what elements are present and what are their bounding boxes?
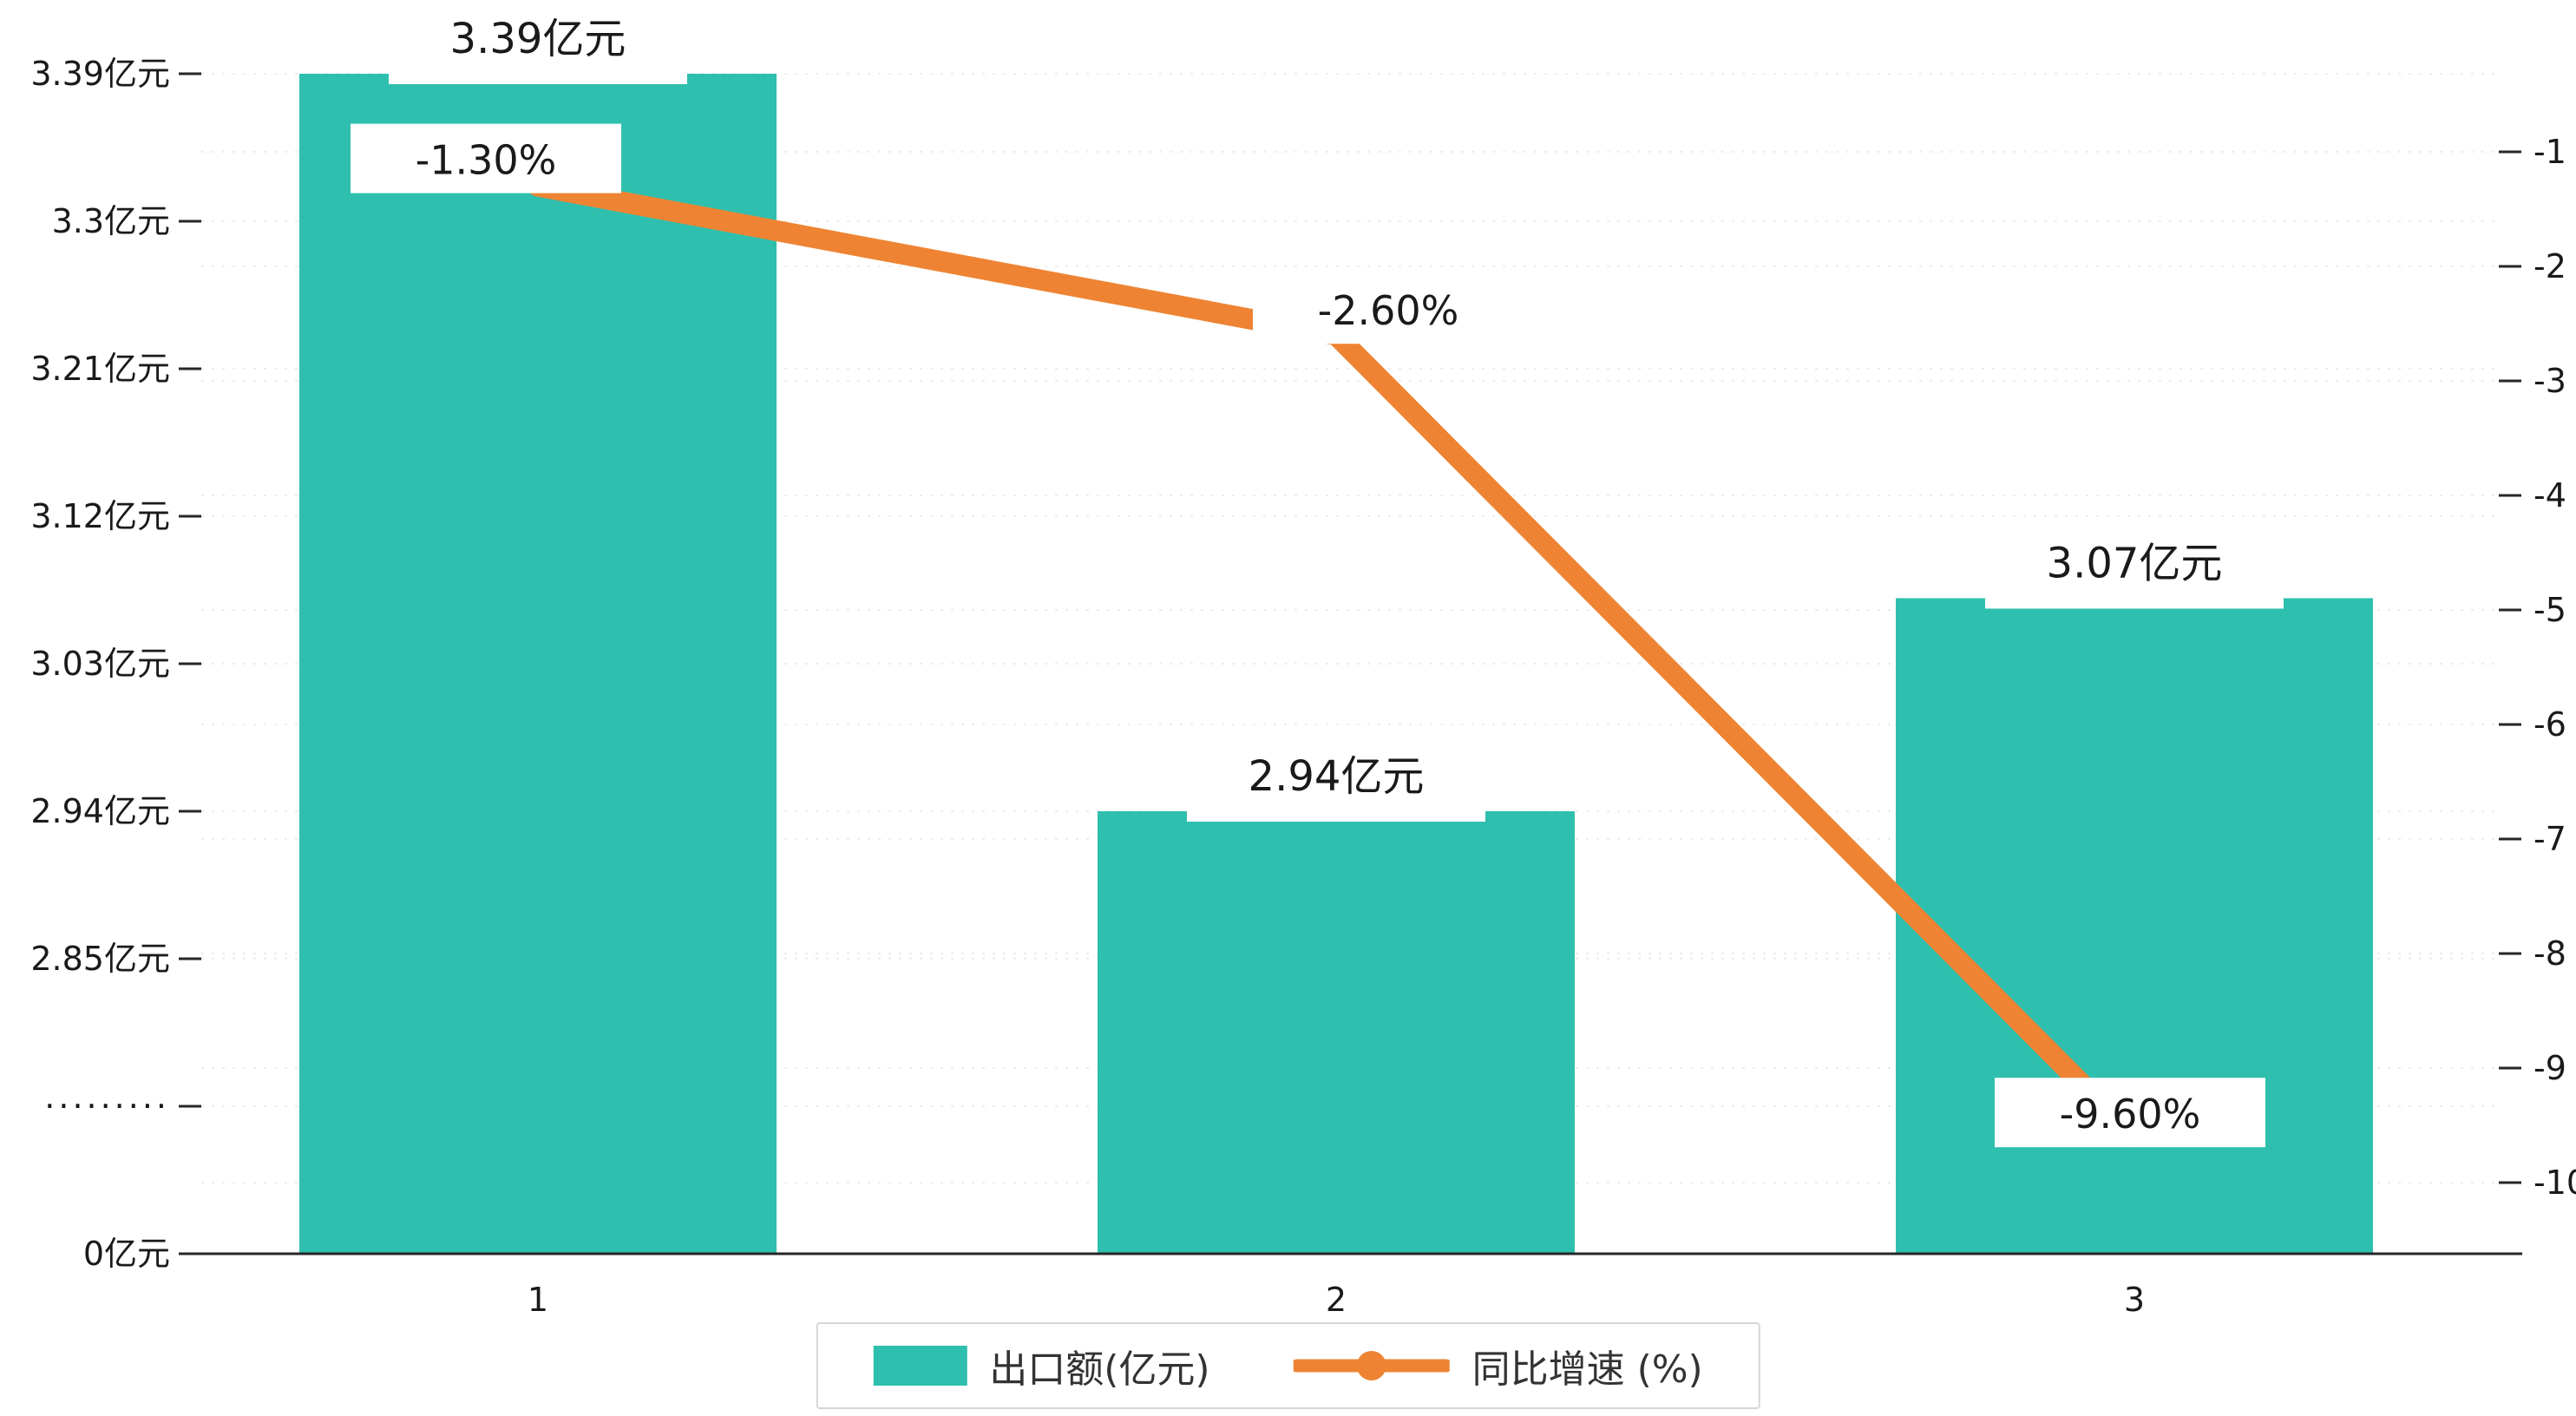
- right-axis-label: -1: [2533, 133, 2566, 171]
- left-axis-label: 3.03亿元: [30, 645, 170, 683]
- x-axis-label: 3: [2124, 1281, 2145, 1319]
- line-label-bg: [1253, 274, 1524, 344]
- right-axis-label: -10: [2533, 1164, 2576, 1202]
- line-series-swatch: [1293, 1351, 1450, 1380]
- left-axis-label: 3.39亿元: [30, 55, 170, 93]
- line-value-label: -9.60%: [2060, 1091, 2201, 1137]
- x-axis-label: 2: [1326, 1281, 1347, 1319]
- bar-series-swatch: [873, 1346, 967, 1386]
- left-axis-label: 3.12亿元: [30, 497, 170, 535]
- right-axis-label: -6: [2533, 705, 2566, 744]
- left-axis-label: 2.94亿元: [30, 792, 170, 830]
- bar-value-label: 3.39亿元: [450, 15, 626, 63]
- left-axis-label: 0亿元: [83, 1235, 170, 1273]
- left-axis-label: ·········: [44, 1087, 170, 1125]
- right-axis-label: -4: [2533, 476, 2566, 515]
- line-value-label: -1.30%: [416, 137, 557, 184]
- x-axis-label: 1: [528, 1281, 548, 1319]
- bar-3[interactable]: [1896, 598, 2373, 1254]
- right-axis-label: -9: [2533, 1049, 2566, 1087]
- line-label-bg: [1995, 1078, 2265, 1148]
- legend: 出口额(亿元) 同比增速 (%): [816, 1322, 1760, 1409]
- legend-label-growth: 同比增速 (%): [1472, 1347, 1703, 1392]
- left-axis-label: 3.3亿元: [52, 202, 170, 240]
- legend-label-export: 出口额(亿元): [989, 1347, 1210, 1392]
- right-axis-label: -5: [2533, 591, 2566, 629]
- bar-label-bg: [1187, 737, 1485, 822]
- legend-item-export[interactable]: 出口额(亿元): [873, 1338, 1210, 1393]
- bar-1[interactable]: [299, 74, 777, 1254]
- legend-item-growth[interactable]: 同比增速 (%): [1293, 1338, 1703, 1393]
- line-value-label: -2.60%: [1318, 287, 1459, 334]
- left-axis-label: 3.21亿元: [30, 350, 170, 388]
- left-axis-label: 2.85亿元: [30, 940, 170, 978]
- bar-value-label: 3.07亿元: [2047, 539, 2223, 587]
- bar-label-bg: [1985, 523, 2284, 609]
- right-axis-label: -3: [2533, 362, 2566, 400]
- right-axis-label: -2: [2533, 247, 2566, 285]
- right-axis-label: -7: [2533, 820, 2566, 858]
- right-axis-label: -8: [2533, 934, 2566, 973]
- bar-value-label: 2.94亿元: [1249, 752, 1425, 801]
- bar-label-bg: [389, 0, 687, 84]
- bar-2[interactable]: [1098, 811, 1575, 1254]
- line-label-bg: [351, 123, 621, 193]
